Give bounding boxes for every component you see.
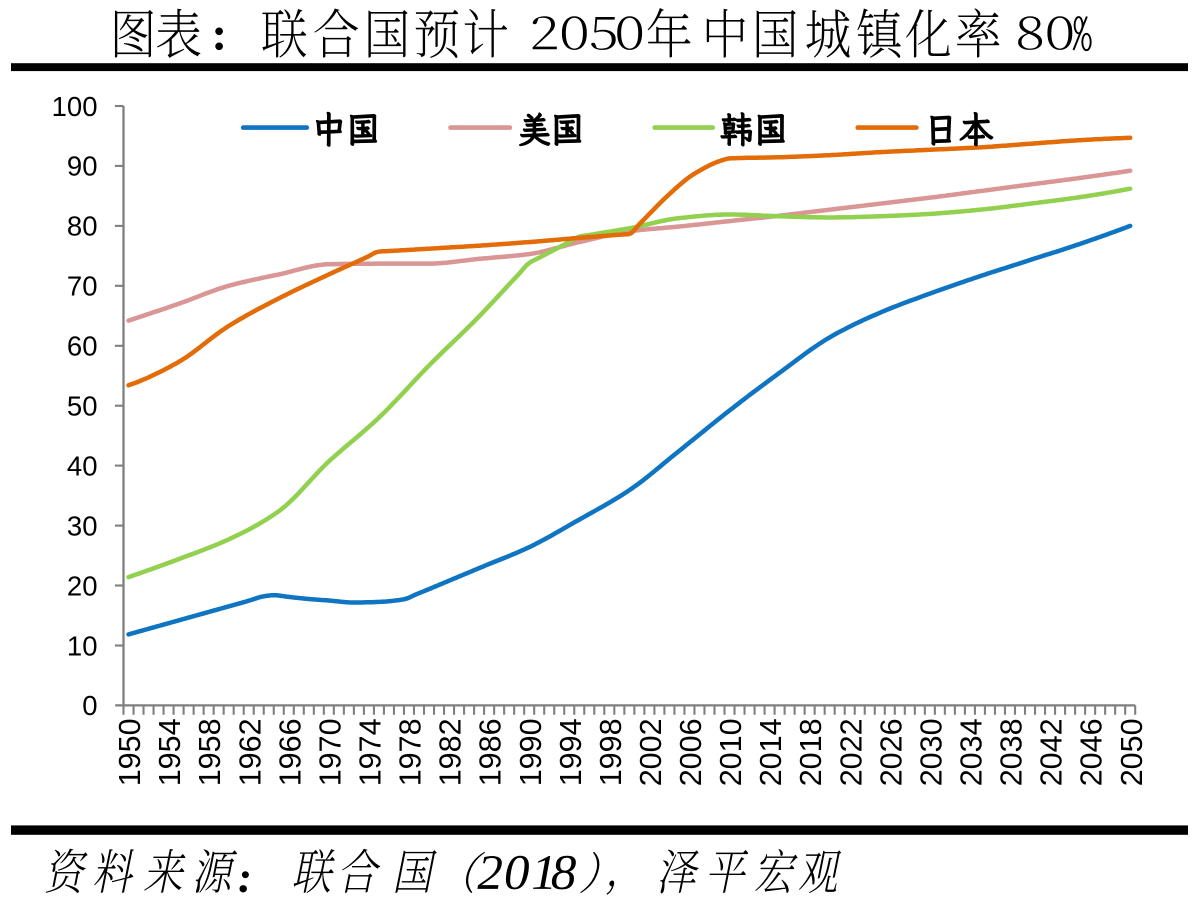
svg-text:2026: 2026 bbox=[874, 718, 908, 786]
svg-text:70: 70 bbox=[67, 271, 98, 302]
svg-text:60: 60 bbox=[67, 331, 98, 362]
svg-text:2022: 2022 bbox=[834, 718, 868, 786]
svg-text:1986: 1986 bbox=[474, 718, 508, 786]
svg-text:20: 20 bbox=[67, 570, 98, 601]
svg-text:1994: 1994 bbox=[554, 718, 588, 786]
svg-text:80: 80 bbox=[67, 211, 98, 242]
svg-text:1974: 1974 bbox=[354, 718, 388, 786]
svg-text:50: 50 bbox=[67, 391, 98, 422]
svg-text:1970: 1970 bbox=[313, 718, 347, 786]
svg-text:2002: 2002 bbox=[634, 718, 668, 786]
svg-text:2030: 2030 bbox=[914, 718, 948, 786]
svg-text:1966: 1966 bbox=[273, 718, 307, 786]
svg-text:2010: 2010 bbox=[714, 718, 748, 786]
svg-text:2006: 2006 bbox=[674, 718, 708, 786]
svg-text:30: 30 bbox=[67, 510, 98, 541]
svg-text:2046: 2046 bbox=[1075, 718, 1109, 786]
svg-text:2038: 2038 bbox=[995, 718, 1029, 786]
svg-text:1954: 1954 bbox=[153, 718, 187, 786]
svg-text:2050: 2050 bbox=[1115, 718, 1149, 786]
svg-text:1958: 1958 bbox=[193, 718, 227, 786]
svg-text:2018: 2018 bbox=[794, 718, 828, 786]
svg-text:90: 90 bbox=[67, 151, 98, 182]
svg-text:2042: 2042 bbox=[1035, 718, 1069, 786]
svg-text:1982: 1982 bbox=[434, 718, 468, 786]
svg-text:10: 10 bbox=[67, 630, 98, 661]
svg-text:1990: 1990 bbox=[514, 718, 548, 786]
svg-text:40: 40 bbox=[67, 450, 98, 481]
svg-text:2034: 2034 bbox=[955, 718, 989, 786]
svg-text:1950: 1950 bbox=[113, 718, 147, 786]
svg-text:1998: 1998 bbox=[594, 718, 628, 786]
svg-text:1978: 1978 bbox=[394, 718, 428, 786]
svg-text:2014: 2014 bbox=[754, 718, 788, 786]
svg-text:0: 0 bbox=[82, 690, 97, 721]
svg-text:100: 100 bbox=[52, 91, 98, 122]
svg-text:1962: 1962 bbox=[233, 718, 267, 786]
